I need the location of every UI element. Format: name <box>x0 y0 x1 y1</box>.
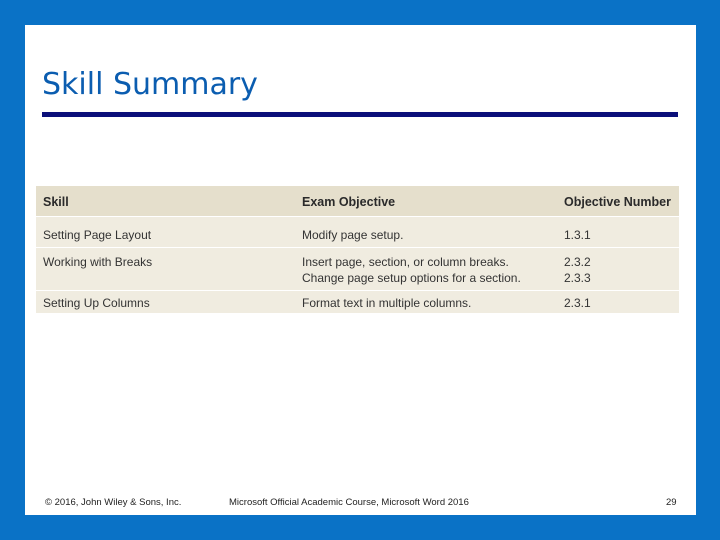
row-objective: Modify page setup. <box>302 227 403 243</box>
objective-line: Format text in multiple columns. <box>302 296 472 310</box>
row-objective: Insert page, section, or column breaks. … <box>302 254 521 286</box>
slide-title: Skill Summary <box>42 67 258 102</box>
number-line: 2.3.2 <box>564 255 591 269</box>
table-row: Setting Up Columns Format text in multip… <box>36 290 679 314</box>
objective-line: Insert page, section, or column breaks. <box>302 255 509 269</box>
objective-line: Modify page setup. <box>302 228 404 242</box>
title-underline <box>42 112 678 117</box>
row-number: 2.3.2 2.3.3 <box>564 254 591 286</box>
row-number: 1.3.1 <box>564 227 591 243</box>
number-line: 2.3.1 <box>564 296 591 310</box>
header-exam-objective: Exam Objective <box>302 195 396 209</box>
slide: Skill Summary Skill Exam Objective Objec… <box>25 25 696 515</box>
row-number: 2.3.1 <box>564 295 591 311</box>
footer-course: Microsoft Official Academic Course, Micr… <box>229 497 469 508</box>
row-skill: Setting Page Layout <box>43 228 152 242</box>
skill-summary-table: Skill Exam Objective Objective Number Se… <box>36 186 679 313</box>
row-skill: Working with Breaks <box>43 255 153 269</box>
row-objective: Format text in multiple columns. <box>302 295 471 311</box>
table-row: Setting Page Layout Modify page setup. 1… <box>36 216 679 248</box>
header-skill: Skill <box>43 195 69 209</box>
header-objective-number: Objective Number <box>564 195 671 209</box>
objective-line: Change page setup options for a section. <box>302 271 521 285</box>
footer-page-number: 29 <box>666 497 677 508</box>
number-line: 2.3.3 <box>564 271 591 285</box>
table-header-row: Skill Exam Objective Objective Number <box>36 186 679 216</box>
row-skill: Setting Up Columns <box>43 296 150 310</box>
footer-copyright: © 2016, John Wiley & Sons, Inc. <box>45 497 182 508</box>
table-row: Working with Breaks Insert page, section… <box>36 247 679 291</box>
number-line: 1.3.1 <box>564 228 591 242</box>
